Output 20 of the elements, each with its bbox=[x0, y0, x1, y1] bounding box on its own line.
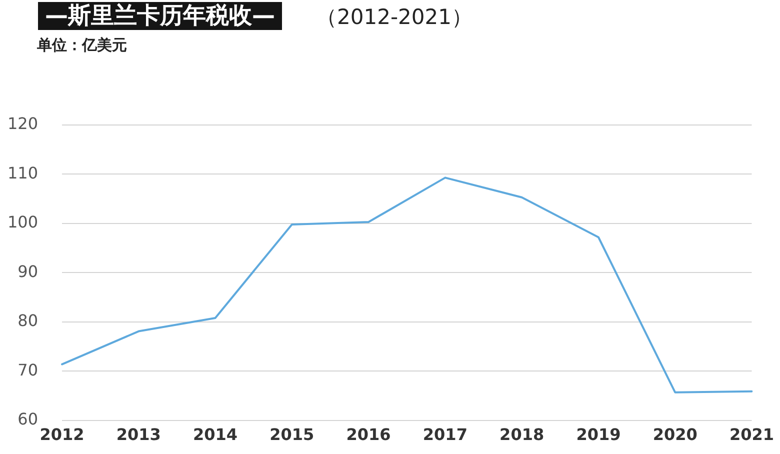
y-tick-label: 60 bbox=[18, 410, 38, 429]
y-tick-label: 120 bbox=[7, 114, 38, 134]
x-tick-label: 2013 bbox=[116, 425, 161, 444]
x-tick-label: 2015 bbox=[270, 425, 314, 444]
x-tick-label: 2019 bbox=[576, 425, 621, 444]
y-tick-label: 80 bbox=[18, 311, 38, 330]
x-tick-label: 2016 bbox=[346, 425, 391, 444]
y-tick-label: 90 bbox=[18, 262, 38, 281]
x-tick-label: 2018 bbox=[500, 425, 544, 444]
y-tick-label: 100 bbox=[7, 212, 38, 232]
y-axis-title: 单位：亿美元 bbox=[37, 35, 127, 55]
x-tick-label: 2014 bbox=[193, 425, 238, 444]
x-tick-label: 2020 bbox=[652, 425, 698, 444]
x-tick-label: 2012 bbox=[40, 425, 84, 444]
y-tick-label: 110 bbox=[7, 163, 38, 182]
chart-title: —斯里兰卡历年税收— bbox=[38, 2, 282, 30]
y-tick-label: 70 bbox=[18, 360, 38, 380]
chart-subtitle: （2012-2021） bbox=[316, 4, 472, 31]
x-tick-label: 2017 bbox=[422, 425, 468, 444]
x-tick-label: 2021 bbox=[729, 425, 774, 444]
